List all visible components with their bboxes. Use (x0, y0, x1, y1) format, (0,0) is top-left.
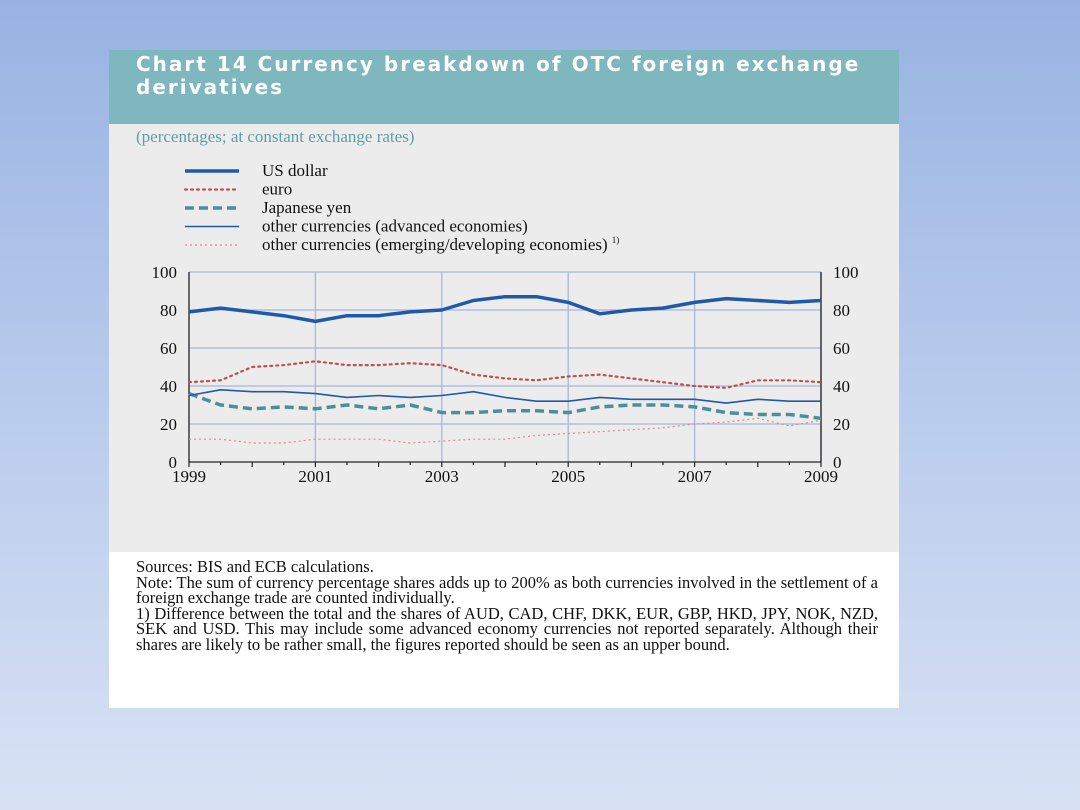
legend-label: Japanese yen (262, 198, 352, 217)
notes: Sources: BIS and ECB calculations. Note:… (136, 557, 878, 654)
chart-grid (189, 271, 822, 462)
x-tick-label: 2003 (425, 467, 459, 486)
chart-panel: Chart 14 Currency breakdown of OTC forei… (109, 50, 899, 708)
series-line-other-currencies-emerging-developing-economies (189, 417, 822, 444)
sources-text: Sources: BIS and ECB calculations. (136, 557, 374, 576)
x-tick-label: 2007 (678, 467, 713, 486)
series-line-us-dollar (188, 294, 822, 324)
chart-series (187, 294, 823, 444)
y-tick-label-left: 60 (160, 339, 177, 358)
footnote-text: 1) Difference between the total and the … (136, 603, 878, 654)
notes-box: Sources: BIS and ECB calculations. Note:… (109, 552, 899, 708)
y-tick-label-left: 40 (160, 377, 177, 396)
note-text: Note: The sum of currency percentage sha… (136, 572, 878, 607)
y-tick-label-left: 20 (160, 415, 177, 434)
legend-label: euro (262, 180, 292, 199)
y-tick-label-right: 60 (833, 339, 850, 358)
chart-title: Chart 14 Currency breakdown of OTC forei… (136, 52, 861, 99)
x-tick-label: 2001 (298, 467, 332, 486)
legend-label: US dollar (262, 161, 328, 180)
y-tick-label-right: 100 (833, 263, 859, 282)
y-tick-label-left: 100 (152, 263, 178, 282)
series-line-euro (187, 360, 823, 389)
chart-axes: 0 0 20 20 40 40 60 60 80 80 100 100 1999 2001 2003 2005… (152, 263, 859, 486)
x-tick-label: 2005 (551, 467, 585, 486)
y-tick-label-right: 0 (833, 453, 842, 472)
x-tick-label: 2009 (804, 467, 838, 486)
legend-superscript: 1) (612, 235, 620, 245)
y-tick-label-right: 40 (833, 377, 850, 396)
legend-label: other currencies (advanced economies) (262, 217, 528, 236)
x-tick-label: 1999 (172, 467, 206, 486)
y-tick-label-left: 0 (169, 453, 178, 472)
series-line-other-currencies-advanced-economies (188, 388, 821, 404)
chart-subtitle: (percentages; at constant exchange rates… (136, 127, 415, 146)
y-tick-label-right: 20 (833, 415, 850, 434)
y-tick-label-left: 80 (160, 301, 177, 320)
title-bar: Chart 14 Currency breakdown of OTC forei… (109, 50, 899, 124)
legend-label: other currencies (emerging/developing ec… (262, 235, 619, 254)
y-tick-label-right: 80 (833, 301, 850, 320)
